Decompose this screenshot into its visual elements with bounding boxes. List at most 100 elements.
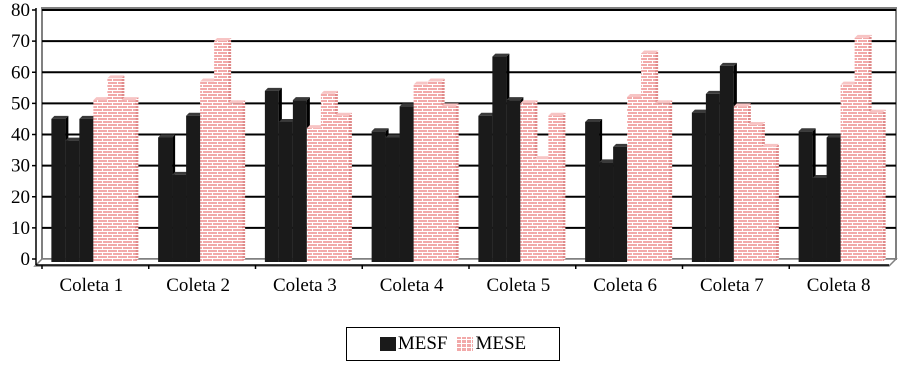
legend: MESF MESE [346,327,560,361]
bar-mese-7-2 [747,125,762,262]
bar-top-0-0-2 [79,115,97,119]
bar-mese-4-2 [427,81,442,262]
bar-mesf-1-1 [51,118,66,262]
bar-top-1-0-1 [107,75,125,79]
y-tick-label: 80 [11,0,30,21]
bar-mesf-6-3 [613,146,628,262]
bar-top-1-7-0 [840,81,858,85]
bar-side-1-2-2 [348,112,352,263]
bar-top-1-2-2 [334,112,352,116]
y-tick-label: 20 [11,187,30,208]
x-category-label: Coleta 2 [166,275,230,296]
bar-mese-8-1 [840,84,855,263]
bar-mesf-8-2 [812,177,827,262]
bar-top-0-7-1 [812,174,830,178]
x-category-label: Coleta 3 [273,275,337,296]
bar-top-1-2-1 [320,90,338,94]
bar-side-1-4-2 [562,112,566,263]
bar-mese-3-1 [306,128,321,262]
bar-mesf-5-3 [506,100,521,263]
y-tick-label: 70 [11,31,30,52]
bar-top-1-7-1 [854,34,872,38]
bar-top-0-6-0 [691,109,709,113]
bar-top-1-4-0 [520,100,538,104]
bar-mese-3-3 [334,115,349,263]
bar-mesf-8-3 [826,137,841,262]
bar-mesf-4-2 [385,137,400,262]
bar-top-1-0-2 [121,97,139,101]
x-category-label: Coleta 1 [59,275,123,296]
bar-top-0-4-0 [478,112,496,116]
bar-top-0-5-2 [613,143,631,147]
bar-top-1-6-1 [747,122,765,126]
bar-top-1-6-0 [733,103,751,107]
bar-mese-4-1 [413,84,428,263]
bar-top-0-2-2 [292,97,310,101]
bar-mese-5-2 [534,159,549,262]
bar-mese-7-1 [733,106,748,262]
bar-mese-4-3 [441,106,456,262]
bar-top-0-3-1 [385,134,403,138]
bar-mesf-1-3 [79,118,94,262]
y-tick-label: 60 [11,62,30,83]
bar-mesf-6-1 [585,121,600,262]
bar-mesf-6-2 [599,162,614,262]
bar-mese-8-2 [854,37,869,263]
y-tick-label: 30 [11,156,30,177]
bar-mese-5-1 [520,103,535,262]
bar-mese-6-3 [655,103,670,262]
x-category-label: Coleta 4 [380,275,444,296]
x-category-label: Coleta 8 [807,275,871,296]
bar-mese-7-3 [761,146,776,262]
bar-top-0-1-2 [186,112,204,116]
bar-mese-6-2 [641,53,656,263]
bar-side-1-1-2 [242,100,246,262]
bar-top-0-3-0 [371,128,389,132]
y-tick-label: 0 [21,249,31,270]
bar-mese-6-1 [627,97,642,262]
bar-mesf-7-2 [705,93,720,262]
bar-top-0-7-0 [798,128,816,132]
bar-top-1-5-0 [627,94,645,98]
legend-label-mese: MESE [475,333,527,354]
bar-top-1-6-2 [761,143,779,147]
y-tick-label: 10 [11,218,30,239]
bar-top-0-4-2 [506,97,524,101]
bar-mesf-5-2 [492,56,507,263]
bar-mesf-1-2 [65,140,80,262]
bar-top-1-1-1 [214,38,232,42]
bar-top-1-2-0 [306,125,324,129]
bar-mesf-2-1 [158,137,173,262]
bar-mesf-5-1 [478,115,493,263]
bar-top-0-2-0 [264,87,282,91]
bar-top-1-1-2 [228,100,246,104]
bar-top-1-0-0 [93,97,111,101]
bar-top-1-3-2 [441,103,459,107]
bar-side-1-5-2 [669,100,673,262]
bar-top-1-5-2 [655,100,673,104]
bar-mesf-3-2 [278,121,293,262]
bar-mese-3-2 [320,93,335,262]
bar-top-0-1-1 [172,171,190,175]
bar-side-1-6-2 [775,143,779,262]
bar-mesf-2-3 [186,115,201,263]
bar-mese-5-3 [548,115,563,263]
x-category-label: Coleta 5 [486,275,550,296]
bar-mesf-2-2 [172,174,187,262]
legend-entry-mese: MESE [457,333,526,355]
bar-mese-2-1 [200,81,215,262]
bar-mesf-7-3 [719,65,734,262]
bar-top-1-1-0 [200,78,218,82]
bar-side-1-3-2 [455,103,459,262]
bar-top-0-0-0 [51,115,69,119]
legend-swatch-mese [457,337,474,351]
bar-top-1-3-1 [427,78,445,82]
bar-mesf-4-1 [371,131,386,262]
bar-top-0-6-1 [705,90,723,94]
bar-top-0-0-1 [65,137,83,141]
x-category-label: Coleta 6 [593,275,657,296]
bar-top-0-6-2 [719,62,737,66]
bar-top-1-3-0 [413,81,431,85]
